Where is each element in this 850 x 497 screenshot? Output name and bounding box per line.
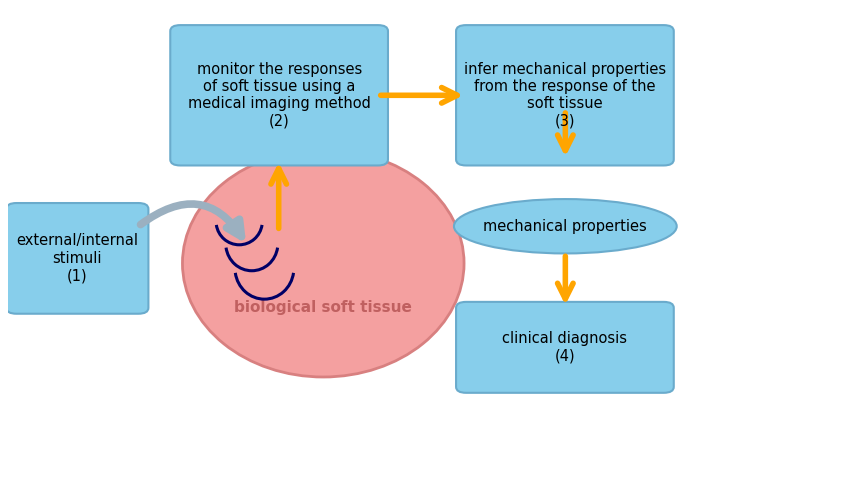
FancyBboxPatch shape bbox=[170, 25, 388, 166]
Text: biological soft tissue: biological soft tissue bbox=[235, 300, 412, 315]
FancyBboxPatch shape bbox=[6, 203, 149, 314]
FancyBboxPatch shape bbox=[456, 302, 674, 393]
FancyBboxPatch shape bbox=[456, 25, 674, 166]
Ellipse shape bbox=[454, 199, 677, 253]
Ellipse shape bbox=[183, 150, 464, 377]
Text: mechanical properties: mechanical properties bbox=[484, 219, 647, 234]
Text: monitor the responses
of soft tissue using a
medical imaging method
(2): monitor the responses of soft tissue usi… bbox=[188, 62, 371, 129]
Text: clinical diagnosis
(4): clinical diagnosis (4) bbox=[502, 331, 627, 363]
Text: external/internal
stimuli
(1): external/internal stimuli (1) bbox=[16, 234, 139, 283]
Text: infer mechanical properties
from the response of the
soft tissue
(3): infer mechanical properties from the res… bbox=[464, 62, 666, 129]
